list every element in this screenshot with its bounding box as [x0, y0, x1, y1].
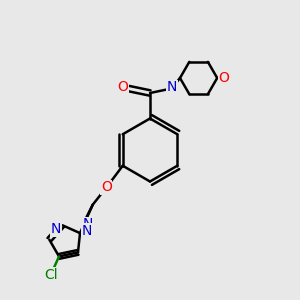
Text: Cl: Cl: [44, 268, 58, 282]
Text: O: O: [118, 80, 128, 94]
Text: O: O: [218, 71, 229, 85]
Text: N: N: [83, 217, 93, 231]
Text: O: O: [101, 180, 112, 194]
Text: N: N: [167, 80, 177, 94]
Text: N: N: [50, 222, 61, 236]
Text: N: N: [81, 224, 92, 238]
